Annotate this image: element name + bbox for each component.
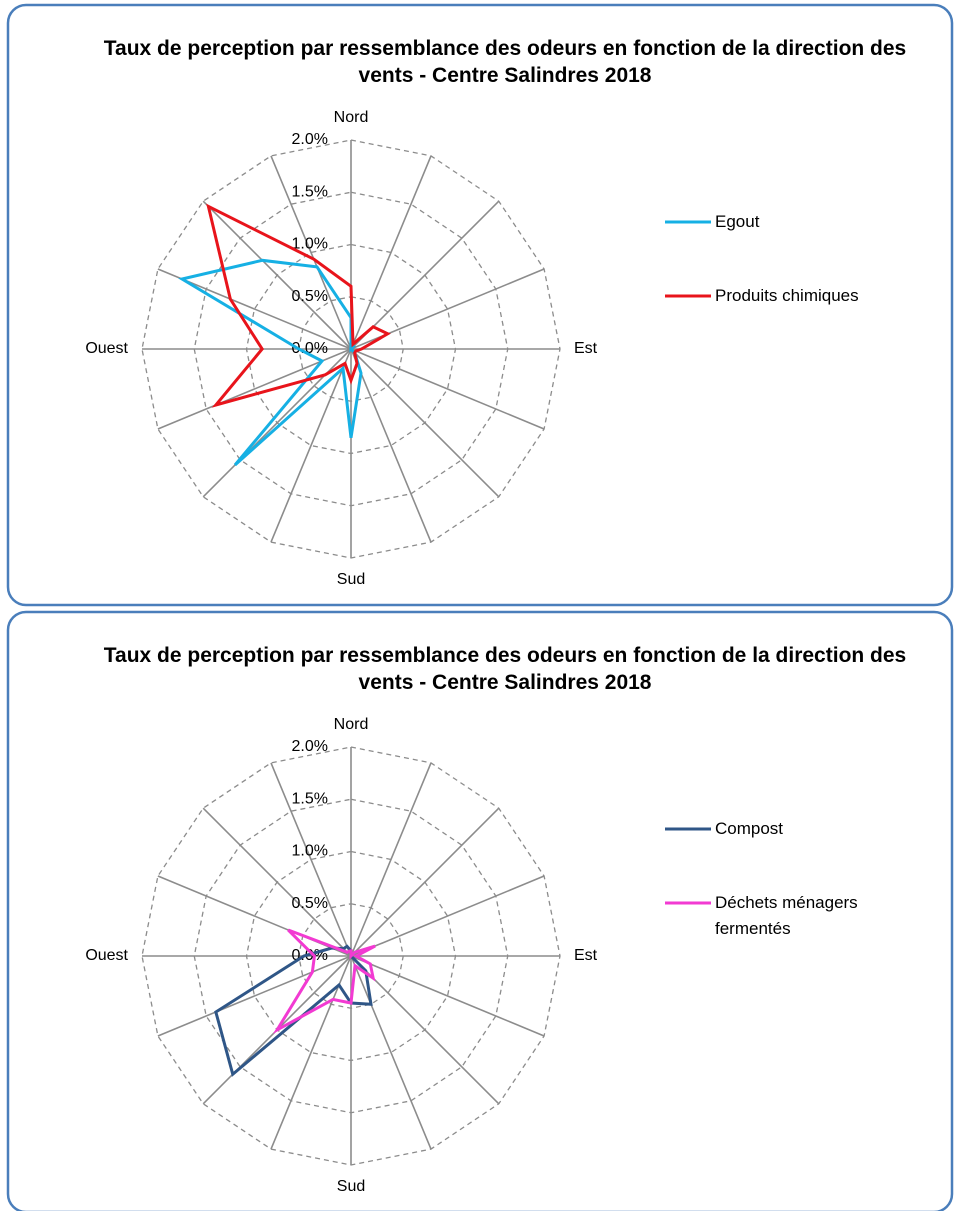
series-line bbox=[272, 928, 376, 1034]
spoke bbox=[350, 762, 432, 957]
chart-title: Taux de perception par ressemblance des … bbox=[103, 644, 907, 694]
r-tick-label: 0.5% bbox=[292, 288, 328, 305]
category-label: Sud bbox=[337, 571, 365, 588]
r-tick-label: 1.5% bbox=[292, 183, 328, 200]
r-tick-label: 1.0% bbox=[292, 236, 328, 253]
legend-label: Produits chimiques bbox=[715, 286, 859, 305]
spoke bbox=[350, 955, 432, 1150]
spoke bbox=[270, 955, 352, 1150]
spoke bbox=[270, 762, 352, 957]
spoke bbox=[350, 875, 545, 957]
category-label: Est bbox=[574, 947, 598, 964]
spoke bbox=[350, 348, 432, 543]
spoke bbox=[350, 807, 500, 957]
spoke bbox=[157, 348, 352, 430]
spoke bbox=[350, 348, 500, 498]
series-line bbox=[206, 203, 391, 408]
spoke bbox=[157, 955, 352, 1037]
r-tick-label: 0.0% bbox=[292, 340, 328, 357]
spoke bbox=[350, 955, 500, 1105]
spoke bbox=[350, 200, 500, 350]
legend-label: Egout bbox=[715, 212, 760, 231]
category-label: Ouest bbox=[85, 340, 128, 357]
r-tick-label: 0.5% bbox=[292, 895, 328, 912]
category-label: Nord bbox=[334, 716, 369, 733]
category-label: Est bbox=[574, 340, 598, 357]
r-tick-label: 2.0% bbox=[292, 738, 328, 755]
r-tick-label: 1.0% bbox=[292, 843, 328, 860]
series-line bbox=[214, 944, 373, 1077]
spoke bbox=[270, 348, 352, 543]
spoke bbox=[350, 348, 545, 430]
series-line bbox=[178, 258, 363, 467]
category-label: Nord bbox=[334, 109, 369, 126]
r-tick-label: 2.0% bbox=[292, 131, 328, 148]
r-tick-label: 1.5% bbox=[292, 790, 328, 807]
legend-label: Compost bbox=[715, 819, 784, 838]
spoke bbox=[350, 155, 432, 350]
spoke bbox=[270, 155, 352, 350]
spoke bbox=[202, 807, 352, 957]
chart-title: Taux de perception par ressemblance des … bbox=[103, 37, 907, 87]
spoke bbox=[350, 955, 545, 1037]
legend-label: Déchets ménagers fermentés bbox=[715, 893, 858, 938]
spoke bbox=[202, 200, 352, 350]
category-label: Sud bbox=[337, 1178, 365, 1195]
category-label: Ouest bbox=[85, 947, 128, 964]
panel-border bbox=[6, 610, 954, 1211]
